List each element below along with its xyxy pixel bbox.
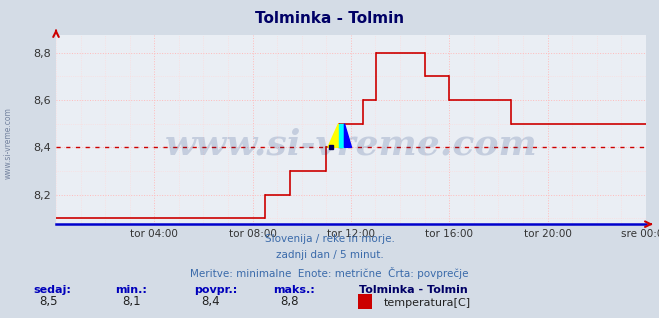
Text: Tolminka - Tolmin: Tolminka - Tolmin: [359, 285, 468, 295]
Text: 8,5: 8,5: [40, 295, 58, 308]
Text: Slovenija / reke in morje.: Slovenija / reke in morje.: [264, 234, 395, 244]
Polygon shape: [345, 124, 351, 147]
Text: Meritve: minimalne  Enote: metrične  Črta: povprečje: Meritve: minimalne Enote: metrične Črta:…: [190, 267, 469, 279]
Text: 8,8: 8,8: [280, 295, 299, 308]
Text: min.:: min.:: [115, 285, 147, 295]
Text: 8,1: 8,1: [122, 295, 140, 308]
Text: www.si-vreme.com: www.si-vreme.com: [165, 128, 537, 162]
Text: www.si-vreme.com: www.si-vreme.com: [3, 107, 13, 179]
Text: Tolminka - Tolmin: Tolminka - Tolmin: [255, 11, 404, 26]
Text: zadnji dan / 5 minut.: zadnji dan / 5 minut.: [275, 250, 384, 260]
Polygon shape: [328, 124, 339, 147]
Text: temperatura[C]: temperatura[C]: [384, 298, 471, 308]
Text: maks.:: maks.:: [273, 285, 315, 295]
Text: 8,4: 8,4: [201, 295, 219, 308]
Text: povpr.:: povpr.:: [194, 285, 238, 295]
Text: sedaj:: sedaj:: [33, 285, 71, 295]
Polygon shape: [339, 124, 345, 147]
